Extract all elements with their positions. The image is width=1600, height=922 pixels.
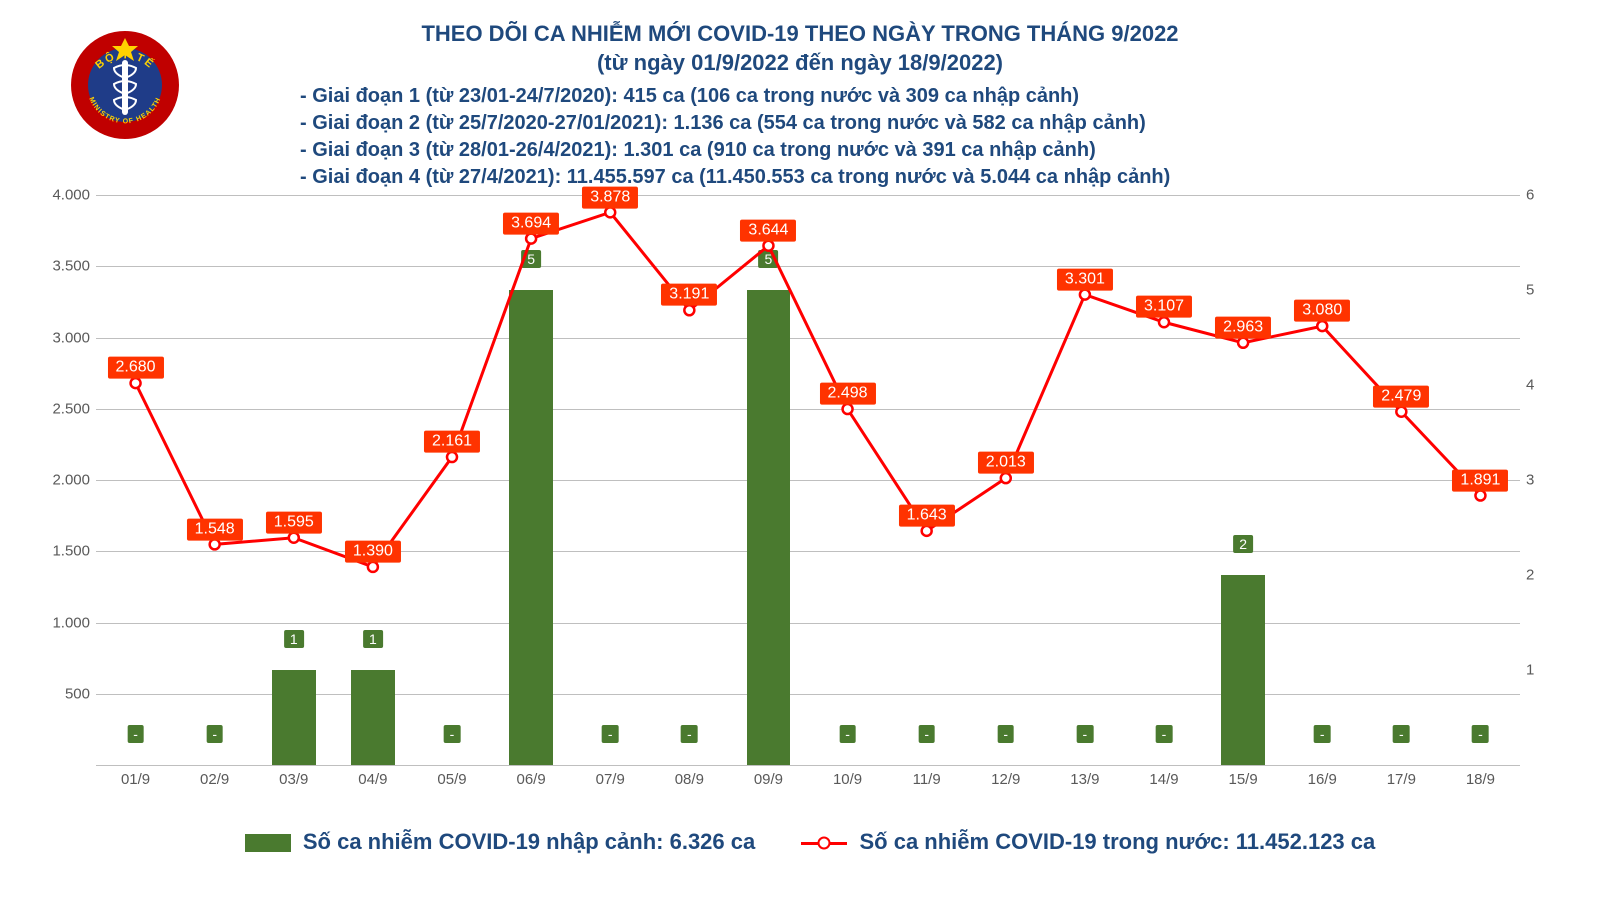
x-tick-label: 03/9 — [279, 771, 308, 788]
title-line1: THEO DÕI CA NHIỄM MỚI COVID-19 THEO NGÀY… — [40, 20, 1560, 49]
y-left-tick: 2.500 — [44, 400, 90, 417]
y-right-tick: 5 — [1526, 282, 1556, 299]
line-value-label: 1.643 — [899, 505, 955, 527]
line-marker — [368, 562, 378, 572]
y-left-tick: 500 — [44, 685, 90, 702]
plot-area: 5001.0001.5002.0002.5003.0003.5004.00012… — [96, 195, 1520, 765]
gridline — [96, 765, 1520, 766]
x-tick-label: 08/9 — [675, 771, 704, 788]
info-line: - Giai đoạn 1 (từ 23/01-24/7/2020): 415 … — [300, 83, 1560, 110]
line-value-label: 3.107 — [1136, 296, 1192, 318]
x-tick-label: 06/9 — [516, 771, 545, 788]
chart-title: THEO DÕI CA NHIỄM MỚI COVID-19 THEO NGÀY… — [40, 20, 1560, 77]
line-value-label: 3.644 — [740, 220, 796, 242]
chart-area: 5001.0001.5002.0002.5003.0003.5004.00012… — [40, 195, 1560, 825]
line-marker — [447, 452, 457, 462]
x-tick-label: 01/9 — [121, 771, 150, 788]
line-value-label: 1.390 — [345, 541, 401, 563]
line-value-label: 3.191 — [661, 284, 717, 306]
x-tick-label: 10/9 — [833, 771, 862, 788]
x-tick-label: 17/9 — [1387, 771, 1416, 788]
line-value-label: 1.548 — [187, 518, 243, 540]
line-value-label: 2.161 — [424, 431, 480, 453]
line-marker — [843, 404, 853, 414]
line-svg — [96, 195, 1520, 765]
x-tick-label: 05/9 — [437, 771, 466, 788]
ministry-logo: BỘ Y TẾ MINISTRY OF HEALTH — [70, 30, 180, 140]
line-marker — [684, 305, 694, 315]
x-tick-label: 09/9 — [754, 771, 783, 788]
y-left-tick: 4.000 — [44, 187, 90, 204]
line-marker — [1001, 473, 1011, 483]
line-marker — [1238, 338, 1248, 348]
y-right-tick: 2 — [1526, 567, 1556, 584]
info-lines: - Giai đoạn 1 (từ 23/01-24/7/2020): 415 … — [300, 83, 1560, 191]
line-marker — [289, 533, 299, 543]
x-tick-label: 14/9 — [1149, 771, 1178, 788]
line-value-label: 2.680 — [108, 357, 164, 379]
legend-line-text: Số ca nhiễm COVID-19 trong nước: 11.452.… — [859, 829, 1375, 854]
line-value-label: 2.963 — [1215, 317, 1271, 339]
line-marker — [1080, 290, 1090, 300]
legend-bar-text: Số ca nhiễm COVID-19 nhập cảnh: 6.326 ca — [303, 829, 755, 854]
line-marker — [1396, 407, 1406, 417]
line-marker — [131, 378, 141, 388]
x-tick-label: 02/9 — [200, 771, 229, 788]
line-value-label: 1.891 — [1452, 469, 1508, 491]
line-value-label: 3.694 — [503, 212, 559, 234]
legend-bar-swatch — [245, 834, 291, 852]
line-value-label: 3.080 — [1294, 300, 1350, 322]
legend: Số ca nhiễm COVID-19 nhập cảnh: 6.326 ca… — [40, 829, 1560, 855]
line-path — [136, 213, 1481, 568]
x-tick-label: 07/9 — [596, 771, 625, 788]
line-marker — [1159, 317, 1169, 327]
x-tick-label: 12/9 — [991, 771, 1020, 788]
y-right-tick: 6 — [1526, 187, 1556, 204]
y-left-tick: 1.500 — [44, 543, 90, 560]
x-tick-label: 18/9 — [1466, 771, 1495, 788]
line-marker — [763, 241, 773, 251]
y-left-tick: 2.000 — [44, 472, 90, 489]
line-marker — [922, 526, 932, 536]
y-left-tick: 3.500 — [44, 258, 90, 275]
line-value-label: 3.878 — [582, 186, 638, 208]
line-value-label: 2.498 — [820, 383, 876, 405]
y-right-tick: 4 — [1526, 377, 1556, 394]
info-line: - Giai đoạn 2 (từ 25/7/2020-27/01/2021):… — [300, 110, 1560, 137]
y-right-tick: 1 — [1526, 662, 1556, 679]
info-line: - Giai đoạn 4 (từ 27/4/2021): 11.455.597… — [300, 164, 1560, 191]
line-value-label: 2.013 — [978, 452, 1034, 474]
line-value-label: 3.301 — [1057, 268, 1113, 290]
line-marker — [1475, 491, 1485, 501]
x-tick-label: 11/9 — [913, 771, 941, 788]
y-left-tick: 1.000 — [44, 614, 90, 631]
line-value-label: 2.479 — [1373, 386, 1429, 408]
line-marker — [605, 208, 615, 218]
line-marker — [210, 540, 220, 550]
x-tick-label: 16/9 — [1308, 771, 1337, 788]
line-value-label: 1.595 — [266, 511, 322, 533]
line-marker — [526, 234, 536, 244]
y-right-tick: 3 — [1526, 472, 1556, 489]
x-tick-label: 15/9 — [1228, 771, 1257, 788]
line-marker — [1317, 321, 1327, 331]
info-line: - Giai đoạn 3 (từ 28/01-26/4/2021): 1.30… — [300, 137, 1560, 164]
x-tick-label: 04/9 — [358, 771, 387, 788]
legend-line-swatch — [801, 842, 847, 845]
y-left-tick: 3.000 — [44, 329, 90, 346]
x-tick-label: 13/9 — [1070, 771, 1099, 788]
title-line2: (từ ngày 01/9/2022 đến ngày 18/9/2022) — [40, 49, 1560, 78]
